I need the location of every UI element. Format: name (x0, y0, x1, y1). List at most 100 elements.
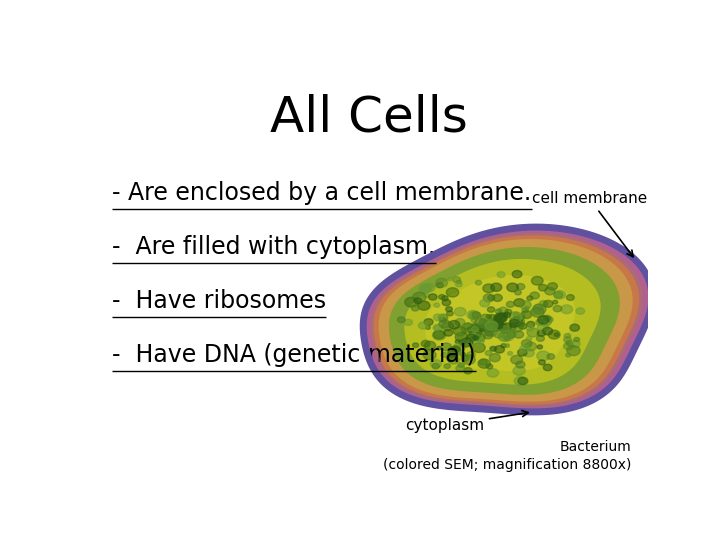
Circle shape (467, 339, 473, 343)
Circle shape (504, 312, 510, 318)
Circle shape (542, 327, 553, 335)
Circle shape (514, 376, 526, 386)
Circle shape (509, 312, 522, 321)
Circle shape (516, 361, 525, 368)
Circle shape (490, 320, 495, 325)
Circle shape (548, 283, 557, 290)
Circle shape (405, 298, 418, 307)
Circle shape (485, 330, 493, 336)
Circle shape (446, 288, 459, 297)
Circle shape (498, 313, 505, 319)
Circle shape (397, 317, 405, 322)
Circle shape (421, 340, 430, 347)
Circle shape (530, 292, 539, 299)
Circle shape (444, 329, 453, 336)
Circle shape (418, 322, 428, 329)
Circle shape (483, 294, 494, 302)
Circle shape (441, 296, 448, 301)
Circle shape (490, 347, 495, 350)
Circle shape (499, 307, 508, 314)
Circle shape (482, 322, 495, 332)
Circle shape (518, 377, 528, 384)
Circle shape (483, 332, 492, 339)
Circle shape (459, 340, 465, 345)
Circle shape (442, 299, 451, 306)
Circle shape (424, 284, 436, 292)
Circle shape (553, 306, 562, 312)
Circle shape (473, 336, 479, 340)
Circle shape (554, 292, 563, 298)
Circle shape (446, 311, 453, 316)
Circle shape (441, 343, 451, 351)
Circle shape (491, 283, 502, 292)
Circle shape (554, 333, 559, 336)
Circle shape (480, 321, 484, 324)
Circle shape (484, 320, 496, 329)
Circle shape (526, 325, 534, 331)
Circle shape (456, 333, 463, 338)
Circle shape (490, 354, 500, 362)
Circle shape (478, 359, 490, 368)
Text: -  Have ribosomes: - Have ribosomes (112, 289, 326, 313)
Circle shape (486, 322, 500, 332)
Circle shape (501, 326, 509, 332)
Circle shape (464, 323, 472, 329)
Circle shape (545, 287, 555, 295)
Circle shape (461, 356, 469, 361)
Circle shape (566, 353, 571, 357)
Circle shape (479, 319, 490, 327)
Circle shape (423, 350, 436, 360)
Circle shape (474, 333, 485, 341)
Circle shape (434, 303, 440, 307)
Circle shape (544, 315, 551, 321)
Circle shape (495, 313, 508, 322)
Text: cytoplasm: cytoplasm (405, 410, 528, 433)
Circle shape (510, 327, 516, 331)
Circle shape (479, 359, 487, 365)
Circle shape (508, 352, 513, 355)
Circle shape (438, 314, 448, 321)
Circle shape (523, 349, 534, 357)
Circle shape (495, 346, 505, 353)
Circle shape (527, 321, 535, 327)
Circle shape (506, 301, 514, 307)
Circle shape (474, 319, 487, 328)
Circle shape (472, 327, 479, 332)
Circle shape (553, 300, 558, 304)
Circle shape (473, 327, 482, 333)
Circle shape (467, 334, 476, 341)
Circle shape (522, 308, 528, 313)
Text: - Are enclosed by a cell membrane.: - Are enclosed by a cell membrane. (112, 181, 531, 205)
Circle shape (481, 314, 490, 321)
Circle shape (494, 314, 505, 323)
Circle shape (472, 336, 485, 346)
Circle shape (419, 284, 431, 293)
Circle shape (564, 336, 571, 342)
Circle shape (537, 323, 549, 332)
Circle shape (518, 322, 524, 327)
Circle shape (456, 280, 462, 284)
Circle shape (483, 323, 495, 332)
Circle shape (464, 368, 472, 374)
Circle shape (472, 312, 481, 318)
Circle shape (539, 301, 548, 307)
Circle shape (520, 301, 531, 309)
Circle shape (441, 353, 448, 357)
Circle shape (455, 319, 465, 326)
Circle shape (498, 332, 511, 341)
Circle shape (531, 276, 543, 285)
Circle shape (478, 322, 487, 329)
Circle shape (438, 294, 445, 299)
Circle shape (461, 338, 473, 347)
Circle shape (567, 295, 575, 300)
Circle shape (564, 334, 570, 338)
Circle shape (500, 326, 510, 333)
Circle shape (539, 285, 547, 291)
Circle shape (507, 330, 516, 338)
Circle shape (428, 294, 437, 300)
Circle shape (469, 312, 480, 319)
Circle shape (495, 309, 502, 314)
Circle shape (444, 364, 451, 368)
Circle shape (497, 272, 505, 278)
Circle shape (483, 284, 495, 293)
